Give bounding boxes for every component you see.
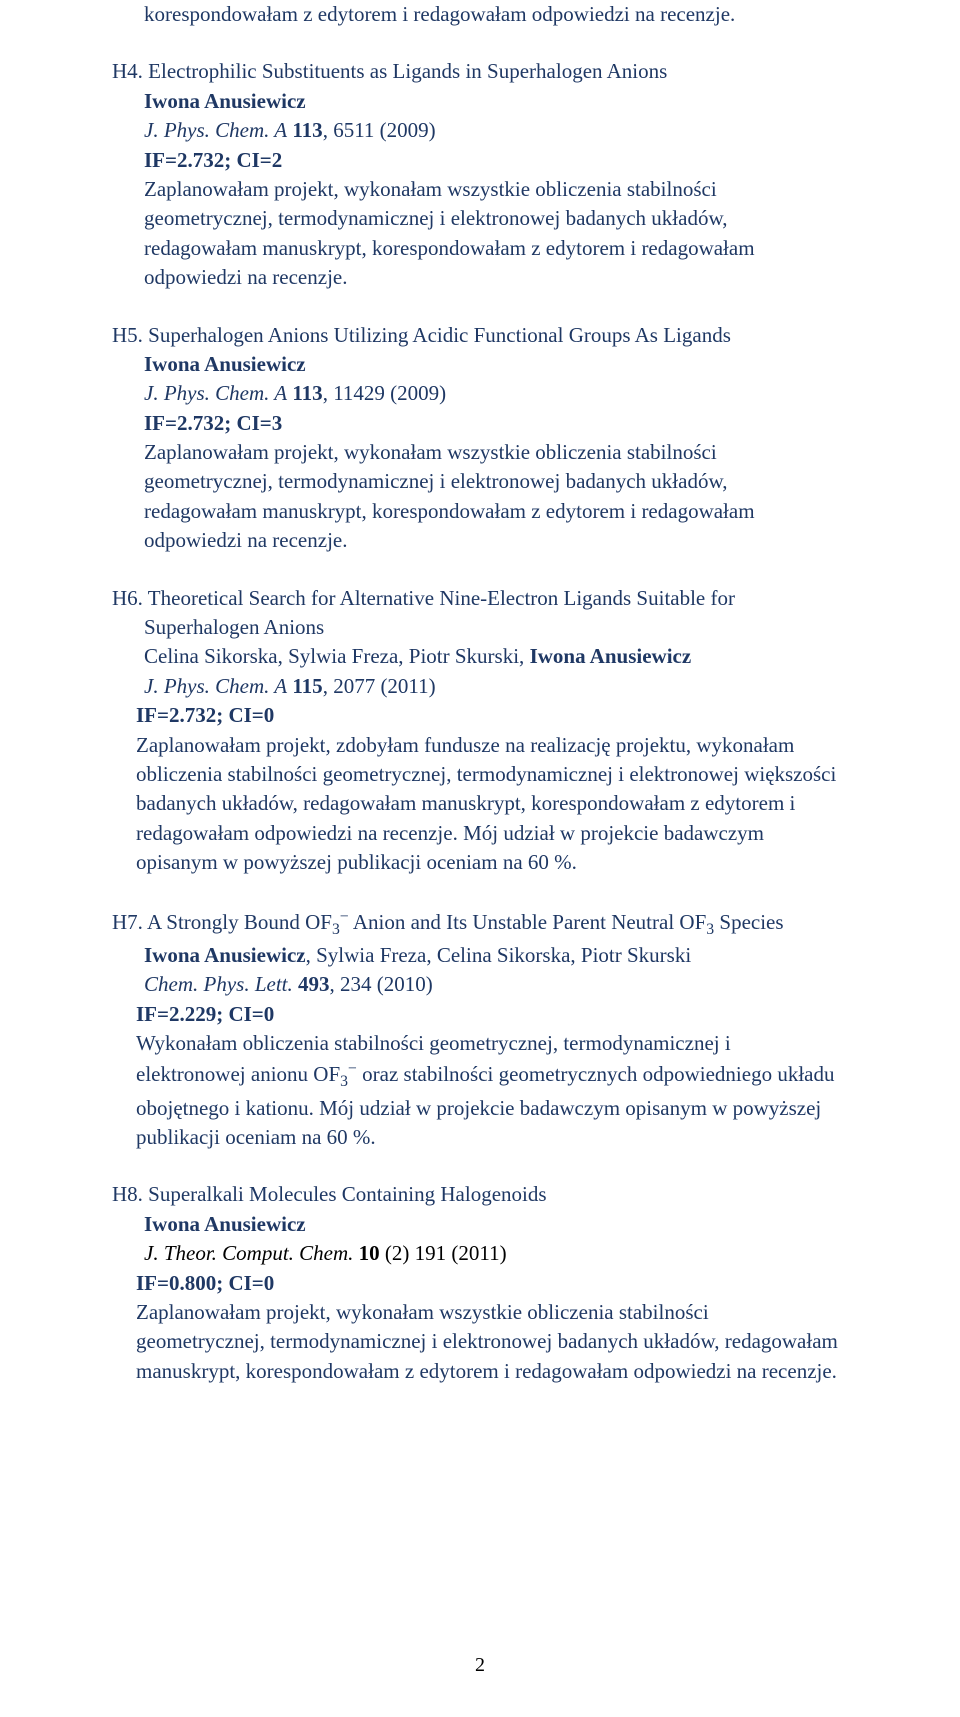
journal-name: J. Phys. Chem. A (144, 674, 287, 698)
cite-tail: , 11429 (2009) (323, 381, 446, 405)
entry-description: Wykonałam obliczenia stabilności geometr… (112, 1029, 840, 1152)
entry-citation: J. Phys. Chem. A 113, 11429 (2009) (112, 379, 840, 408)
journal-name: J. Phys. Chem. A (144, 118, 287, 142)
authors-bold: Iwona Anusiewicz (144, 943, 306, 967)
entry-description: Zaplanowałam projekt, wykonałam wszystki… (112, 175, 840, 293)
entry-description: Zaplanowałam projekt, zdobyłam fundusze … (112, 731, 840, 878)
desc-sub: 3 (340, 1074, 348, 1091)
if-ci: IF=2.732; CI=0 (112, 701, 840, 730)
title-sup1: − (340, 908, 349, 925)
document-page: korespondowałam z edytorem i redagowałam… (0, 0, 960, 1717)
cite-tail: , 2077 (2011) (323, 674, 436, 698)
authors-plain: Celina Sikorska, Sylwia Freza, Piotr Sku… (144, 644, 530, 668)
entry-description: Zaplanowałam projekt, wykonałam wszystki… (112, 1298, 840, 1386)
volume: 493 (298, 972, 330, 996)
title-mid: Anion and Its Unstable Parent Neutral OF (349, 910, 707, 934)
entry-author: Iwona Anusiewicz (112, 87, 840, 116)
entry-title-line2: Superhalogen Anions (112, 613, 840, 642)
entry-title: H8. Superalkali Molecules Containing Hal… (112, 1180, 840, 1209)
volume: 10 (359, 1241, 380, 1265)
entry-h5: H5. Superhalogen Anions Utilizing Acidic… (112, 321, 840, 556)
page-number: 2 (0, 1654, 960, 1677)
cite-tail: , 6511 (2009) (323, 118, 436, 142)
title-post: Species (714, 910, 783, 934)
entry-citation: J. Phys. Chem. A 115, 2077 (2011) (112, 672, 840, 701)
entry-author: Iwona Anusiewicz (112, 1210, 840, 1239)
entry-title-text: Theoretical Search for Alternative Nine-… (148, 586, 735, 610)
entry-citation: J. Phys. Chem. A 113, 6511 (2009) (112, 116, 840, 145)
volume: 113 (292, 381, 322, 405)
entry-number: H8. (112, 1182, 143, 1206)
entry-title-text: Electrophilic Substituents as Ligands in… (148, 59, 667, 83)
entry-title: H4. Electrophilic Substituents as Ligand… (112, 57, 840, 86)
authors-bold: Iwona Anusiewicz (530, 644, 692, 668)
cite-tail: , 234 (2010) (329, 972, 432, 996)
entry-title: H7. A Strongly Bound OF3− Anion and Its … (112, 906, 840, 941)
entry-citation: Chem. Phys. Lett. 493, 234 (2010) (112, 970, 840, 999)
volume: 113 (292, 118, 322, 142)
cite-tail: (2) 191 (2011) (380, 1241, 507, 1265)
journal-name: J. Phys. Chem. A (144, 381, 287, 405)
journal-name: Chem. Phys. Lett. (144, 972, 293, 996)
entry-description: Zaplanowałam projekt, wykonałam wszystki… (112, 438, 840, 556)
title-pre: A Strongly Bound OF (147, 910, 332, 934)
entry-number: H6. (112, 586, 143, 610)
entry-authors: Iwona Anusiewicz, Sylwia Freza, Celina S… (112, 941, 840, 970)
desc-sup: − (348, 1060, 357, 1077)
entry-title: H5. Superhalogen Anions Utilizing Acidic… (112, 321, 840, 350)
entry-number: H7. (112, 910, 143, 934)
title-sub1: 3 (332, 921, 340, 938)
entry-number: H4. (112, 59, 143, 83)
entry-citation: J. Theor. Comput. Chem. 10 (2) 191 (2011… (112, 1239, 840, 1268)
if-ci: IF=2.732; CI=2 (112, 146, 840, 175)
entry-title-text: Superalkali Molecules Containing Halogen… (148, 1182, 546, 1206)
entry-h4: H4. Electrophilic Substituents as Ligand… (112, 57, 840, 292)
authors-plain: , Sylwia Freza, Celina Sikorska, Piotr S… (306, 943, 692, 967)
entry-number: H5. (112, 323, 143, 347)
if-ci: IF=0.800; CI=0 (112, 1269, 840, 1298)
top-trailing-line: korespondowałam z edytorem i redagowałam… (112, 0, 840, 29)
entry-h6: H6. Theoretical Search for Alternative N… (112, 584, 840, 878)
entry-title-line1: H6. Theoretical Search for Alternative N… (112, 584, 840, 613)
entry-title-text: Superhalogen Anions Utilizing Acidic Fun… (148, 323, 731, 347)
journal-name: J. Theor. Comput. Chem. (144, 1241, 353, 1265)
entry-authors: Celina Sikorska, Sylwia Freza, Piotr Sku… (112, 642, 840, 671)
title-sub2: 3 (706, 921, 714, 938)
volume: 115 (292, 674, 322, 698)
entry-author: Iwona Anusiewicz (112, 350, 840, 379)
if-ci: IF=2.229; CI=0 (112, 1000, 840, 1029)
entry-h7: H7. A Strongly Bound OF3− Anion and Its … (112, 906, 840, 1153)
if-ci: IF=2.732; CI=3 (112, 409, 840, 438)
entry-h8: H8. Superalkali Molecules Containing Hal… (112, 1180, 840, 1386)
